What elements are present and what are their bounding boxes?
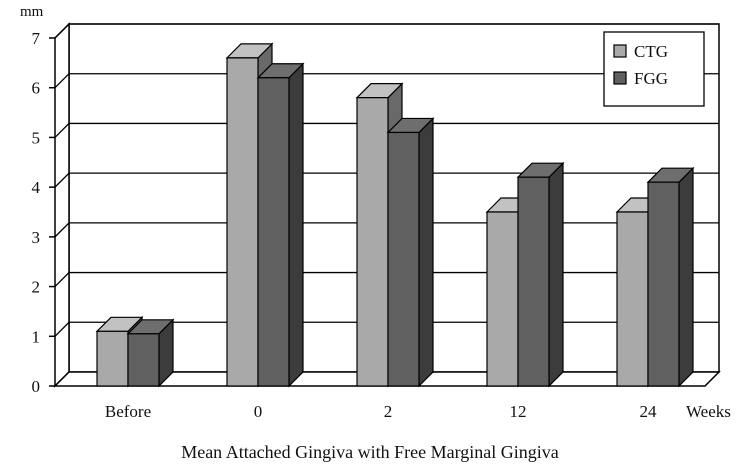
y-tick-label: 0	[32, 377, 41, 396]
legend-item-ctg: CTG	[613, 42, 668, 61]
gridline-4	[54, 172, 719, 188]
bar-fgg-24	[646, 166, 695, 388]
legend-item-fgg: FGG	[613, 69, 668, 88]
y-tick-label: 7	[32, 29, 41, 48]
y-axis-unit: mm	[20, 4, 44, 20]
x-tick-label: 2	[384, 402, 393, 421]
gridline-6	[54, 73, 719, 89]
legend-label: CTG	[634, 42, 668, 61]
x-tick-labels: Before 0 2 12 24	[105, 402, 657, 421]
y-tick-label: 3	[32, 228, 41, 247]
bar-fgg-2	[386, 117, 435, 388]
x-tick-label: 0	[254, 402, 263, 421]
x-tick-label: 24	[640, 402, 658, 421]
y-tick-label: 1	[32, 327, 41, 346]
y-tick-label: 5	[32, 128, 41, 147]
x-axis-title: Mean Attached Gingiva with Free Marginal…	[181, 442, 559, 462]
legend: CTG FGG	[603, 31, 705, 107]
legend-label: FGG	[634, 69, 668, 88]
bar-fgg-before	[126, 318, 175, 388]
y-tick-label: 2	[32, 278, 41, 297]
gridline-7	[54, 23, 719, 39]
side-wall	[54, 22, 70, 388]
bar-fgg-12	[516, 161, 565, 388]
legend-box	[603, 31, 705, 107]
legend-swatch	[613, 71, 627, 85]
y-tick-label: 6	[32, 79, 41, 98]
bars	[95, 42, 695, 388]
x-tick-label: Before	[105, 402, 151, 421]
x-tick-label: 12	[510, 402, 527, 421]
gridline-5	[54, 122, 719, 138]
bar-fgg-0	[256, 62, 305, 388]
legend-swatch	[613, 44, 627, 58]
y-tick-labels: 0 1 2 3 4 5 6 7	[32, 29, 41, 396]
y-tick-label: 4	[32, 178, 41, 197]
x-axis-unit: Weeks	[686, 402, 731, 421]
